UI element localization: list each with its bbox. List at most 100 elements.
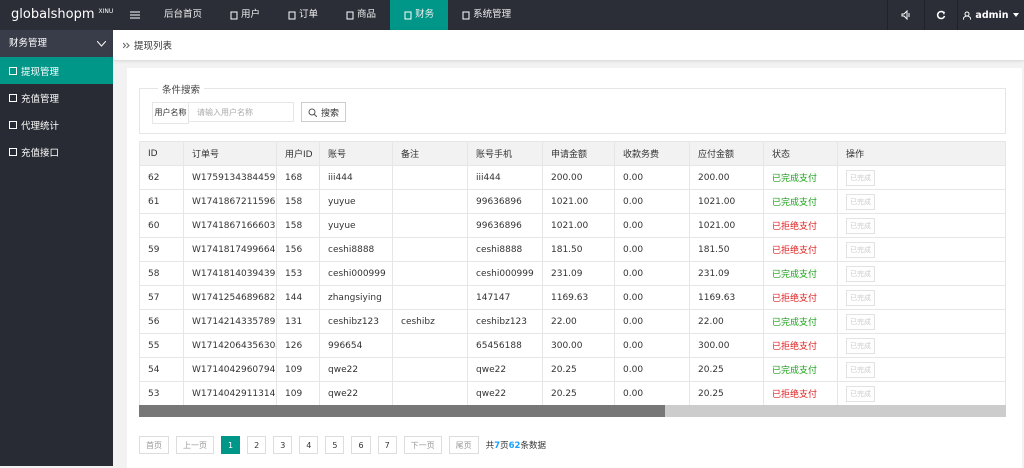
sidebar-item[interactable]: 提现管理 (0, 57, 113, 84)
cell-text: 1021.00 (551, 196, 589, 207)
table-cell: 已完成 (837, 309, 1006, 334)
scrollbar[interactable] (139, 405, 1006, 417)
search-input[interactable]: 请输入用户名称 (188, 102, 294, 122)
menu-toggle[interactable] (120, 0, 150, 30)
table-cell: 已拒绝支付 (763, 381, 838, 406)
page-number[interactable]: 3 (273, 436, 293, 454)
table-cell: 126 (276, 333, 320, 358)
action-button[interactable]: 已完成 (846, 337, 875, 354)
table-cell: 200.00 (542, 165, 615, 190)
cell-text: 0.00 (623, 220, 644, 231)
page-number[interactable]: 5 (325, 436, 345, 454)
action-button[interactable]: 已完成 (846, 265, 875, 282)
search-button[interactable]: 搜索 (301, 102, 346, 122)
table-cell: 已完成支付 (763, 261, 838, 286)
table-cell: 1169.63 (542, 285, 615, 310)
nav-text: 商品 (357, 9, 377, 20)
table-cell: 20.25 (542, 381, 615, 406)
table-cell: 已完成支付 (763, 189, 838, 214)
table-row: 61 W174186721159602 158 yuyue 99636896 1021.0… (139, 189, 1006, 214)
table-cell: 已完成 (837, 213, 1006, 238)
sidebar-item[interactable]: 充值管理 (0, 84, 113, 111)
cell-text: W175913438445988 (192, 172, 276, 183)
table-cell: 已完成支付 (763, 165, 838, 190)
card: 条件搜索 用户名称 请输入用户名称 搜索 ID 订单号 用户ID 账号 备注 账号手机 申请… (127, 68, 1022, 468)
column-header: 申请金额 (542, 141, 615, 166)
nav-text: 用户 (241, 9, 261, 20)
page-last[interactable]: 尾页 (448, 436, 479, 454)
table-cell: 200.00 (689, 165, 764, 190)
nav-item[interactable]: 商品 (332, 0, 390, 30)
scroll-thumb[interactable] (139, 405, 665, 417)
page-next[interactable]: 下一页 (403, 436, 442, 454)
action-button[interactable]: 已完成 (846, 241, 875, 258)
sidebar-icon (9, 66, 17, 75)
nav-item[interactable]: 订单 (274, 0, 332, 30)
cell-text: ceshibz123 (328, 316, 379, 327)
cell-text: 158 (285, 220, 303, 231)
table-cell: 231.09 (542, 261, 615, 286)
table-cell: 55 (139, 333, 184, 358)
sidebar-item[interactable]: 代理统计 (0, 111, 113, 138)
table-cell: yuyue (319, 189, 393, 214)
page-number[interactable]: 1 (221, 436, 241, 454)
nav-text: 系统管理 (473, 9, 512, 20)
cell-text: 99636896 (476, 220, 522, 231)
cell-text: 181.50 (551, 244, 583, 255)
table-cell: 131 (276, 309, 320, 334)
action-button[interactable]: 已完成 (846, 361, 875, 378)
action-button[interactable]: 已完成 (846, 289, 875, 306)
action-button[interactable]: 已完成 (846, 385, 875, 402)
main: 提现列表 条件搜索 用户名称 请输入用户名称 搜索 ID 订单号 用户ID 账号 备注账… (113, 30, 1024, 468)
table-cell: 181.50 (689, 237, 764, 262)
sidebar-icon (9, 93, 17, 102)
cell-text: qwe22 (328, 388, 359, 399)
cell-text: 200.00 (698, 172, 730, 183)
cell-text: W174125468968258 (192, 292, 276, 303)
action-button[interactable]: 已完成 (846, 193, 875, 210)
page-number[interactable]: 7 (377, 436, 397, 454)
page-number[interactable]: 4 (299, 436, 319, 454)
cell-text: qwe22 (328, 364, 359, 375)
sidebar-group[interactable]: 财务管理 (0, 30, 113, 57)
table-row: 55 W171420643563048 126 996654 65456188 300.0… (139, 333, 1006, 358)
status: 已完成支付 (772, 270, 818, 280)
table-cell: 1021.00 (542, 189, 615, 214)
action-button[interactable]: 已完成 (846, 217, 875, 234)
table-cell (392, 285, 468, 310)
nav-item[interactable]: 后台首页 (150, 0, 216, 30)
cell-text: iii444 (476, 172, 501, 183)
page-prev[interactable]: 上一页 (176, 436, 214, 454)
cell-text: 181.50 (698, 244, 730, 255)
cell-text: 109 (285, 364, 303, 375)
sidebar-icon (9, 120, 17, 129)
cell-text: W174181403943920 (192, 268, 276, 279)
refresh-button[interactable] (924, 0, 957, 30)
sound-button[interactable] (887, 0, 924, 30)
nav: 后台首页 用户 订单 商品 财务 系统管理 (120, 0, 525, 30)
page-number[interactable]: 6 (351, 436, 371, 454)
user-menu[interactable]: admin (957, 0, 1024, 30)
cell-text: 0.00 (623, 244, 644, 255)
search-label: 用户名称 (152, 102, 189, 124)
page-number[interactable]: 2 (247, 436, 267, 454)
sidebar-item[interactable]: 充值接口 (0, 138, 113, 165)
page-first[interactable]: 首页 (139, 436, 169, 454)
nav-item[interactable]: 财务 (390, 0, 449, 30)
column-header: 用户ID (276, 141, 320, 166)
nav-item[interactable]: 系统管理 (448, 0, 525, 30)
table-cell (392, 333, 468, 358)
action-button[interactable]: 已完成 (846, 169, 875, 186)
nav-item[interactable]: 用户 (216, 0, 274, 30)
nav-text: 后台首页 (164, 9, 203, 20)
action-button[interactable]: 已完成 (846, 313, 875, 330)
cell-text: 0.00 (623, 364, 644, 375)
table-cell: 54 (139, 357, 184, 382)
status: 已拒绝支付 (772, 246, 818, 256)
search-button-text: 搜索 (320, 108, 339, 119)
user-icon (963, 11, 972, 20)
status: 已完成支付 (772, 366, 818, 376)
column-header: 账号手机 (467, 141, 543, 166)
table-row: 60 W174186716660318 158 yuyue 99636896 1021.0… (139, 213, 1006, 238)
table-cell: 0.00 (614, 285, 690, 310)
